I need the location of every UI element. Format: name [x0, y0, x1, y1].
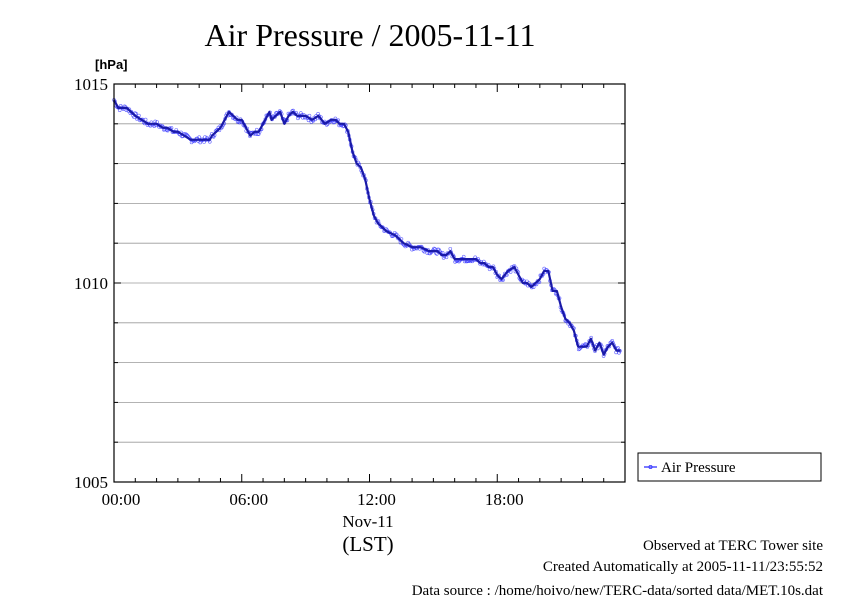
legend-entry-air-pressure: Air Pressure: [661, 460, 736, 476]
y-tick-label: 1015: [74, 75, 108, 94]
x-tick-label: 18:00: [485, 490, 524, 509]
x-date-label: Nov-11: [342, 512, 393, 531]
x-tick-label: 00:00: [102, 490, 141, 509]
legend-marker-swatch: [648, 464, 653, 469]
data-point-marker: [198, 140, 203, 145]
footer-data-source: Data source : /home/hoivo/new/TERC-data/…: [412, 583, 824, 595]
data-point-marker: [448, 246, 453, 251]
axis-ticks: 1005 1010 1015 00:00 06:00 12:00 18:00: [74, 75, 626, 509]
legend-box: [637, 452, 822, 482]
data-point-marker: [203, 135, 207, 139]
footer-observed-site: Observed at TERC Tower site: [643, 538, 823, 554]
y-tick-label: 1010: [74, 274, 108, 293]
y-tick-label: 1005: [74, 473, 108, 492]
data-point-marker: [299, 111, 303, 115]
grid-lines: [114, 123, 625, 443]
data-point-marker: [616, 346, 620, 350]
footer-created-timestamp: Created Automatically at 2005-11-11/23:5…: [543, 559, 823, 575]
data-point-marker: [153, 119, 157, 124]
data-point-marker: [435, 252, 439, 256]
y-axis-label: [hPa]: [95, 57, 128, 72]
x-tick-label: 06:00: [229, 490, 268, 509]
series-line-air-pressure: [113, 99, 621, 356]
series-layer: [112, 98, 622, 358]
x-axis-timezone-label: (LST): [342, 532, 393, 556]
x-tick-label: 12:00: [357, 490, 396, 509]
legend: Air Pressure: [637, 452, 822, 482]
chart-title: Air Pressure / 2005-11-11: [205, 17, 536, 53]
series-air-pressure: [112, 98, 622, 358]
